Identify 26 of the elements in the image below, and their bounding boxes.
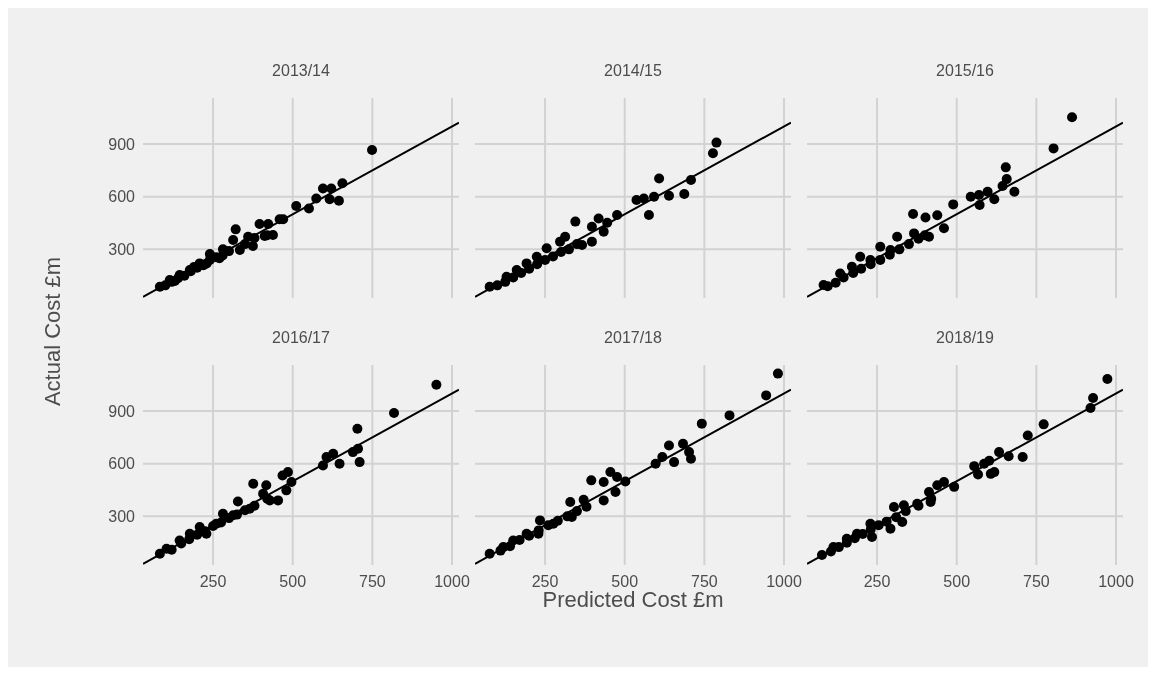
- x-tick-label: 1000: [766, 573, 802, 590]
- y-tick-label: 600: [108, 188, 136, 206]
- x-tick-label: 1000: [434, 573, 470, 590]
- x-axis-title: Predicted Cost £m: [542, 587, 724, 612]
- y-tick-label: 900: [108, 402, 136, 420]
- chart-title: 2016/17: [272, 329, 331, 346]
- chart-title: 2017/18: [604, 329, 663, 346]
- x-tick-label: 750: [359, 573, 386, 590]
- x-tick-label: 750: [1023, 573, 1050, 590]
- chart-title: 2014/15: [604, 62, 663, 79]
- x-tick-label: 500: [943, 573, 971, 590]
- chart-title: 2013/14: [272, 62, 331, 79]
- x-tick-label: 1000: [1098, 573, 1134, 590]
- x-tick-label: 250: [863, 573, 891, 590]
- y-tick-label: 300: [108, 507, 136, 525]
- x-tick-label: 250: [199, 573, 227, 590]
- chart-title: 2015/16: [936, 62, 995, 79]
- y-tick-label: 900: [108, 135, 136, 153]
- chart-title: 2018/19: [936, 329, 995, 346]
- y-tick-label: 300: [108, 240, 136, 258]
- x-tick-label: 750: [691, 573, 718, 590]
- x-tick-label: 250: [531, 573, 559, 590]
- x-tick-label: 500: [279, 573, 307, 590]
- y-tick-label: 600: [108, 455, 136, 473]
- x-tick-label: 500: [611, 573, 639, 590]
- y-axis-title: Actual Cost £m: [40, 256, 65, 407]
